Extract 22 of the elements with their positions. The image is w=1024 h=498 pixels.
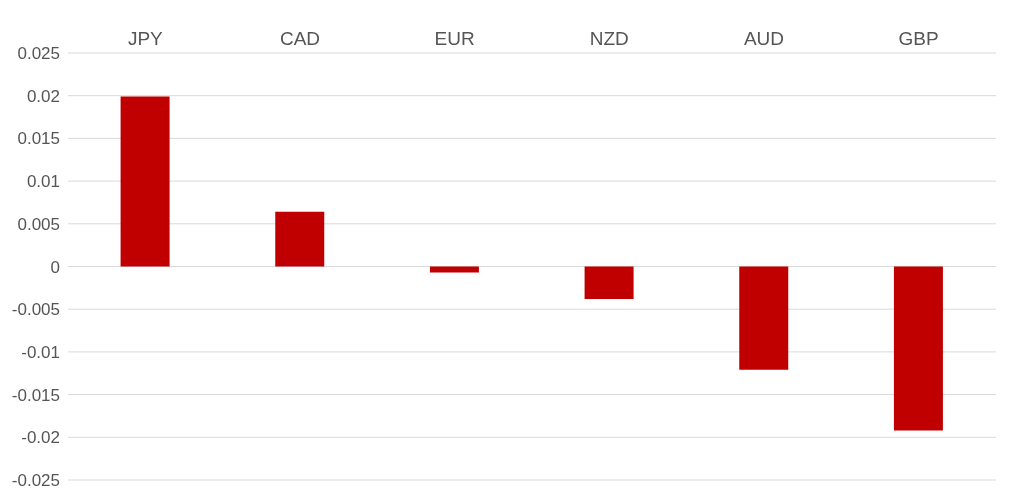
x-tick-label: CAD: [279, 28, 321, 49]
x-tick-label: EUR: [434, 28, 475, 49]
bar: [893, 266, 943, 431]
y-tick-label: 0.01: [26, 172, 60, 192]
y-tick-label: -0.01: [21, 342, 60, 362]
bar: [120, 96, 170, 267]
bar: [584, 266, 634, 299]
y-tick-label: -0.025: [11, 471, 60, 491]
x-tick-label: JPY: [127, 28, 164, 49]
x-tick-label: NZD: [589, 28, 629, 49]
bar: [739, 266, 789, 370]
x-tick-label: GBP: [898, 28, 939, 49]
y-tick-label: -0.005: [11, 300, 60, 320]
y-tick-label: 0.02: [26, 86, 60, 106]
y-tick-label: 0.005: [17, 214, 60, 234]
bar: [275, 211, 325, 267]
y-tick-label: -0.02: [21, 428, 60, 448]
y-tick-label: 0.025: [17, 44, 60, 64]
y-tick-label: -0.015: [11, 385, 60, 405]
x-tick-label: AUD: [743, 28, 785, 49]
y-tick-label: 0.015: [17, 129, 60, 149]
y-tick-label: 0: [50, 257, 60, 277]
